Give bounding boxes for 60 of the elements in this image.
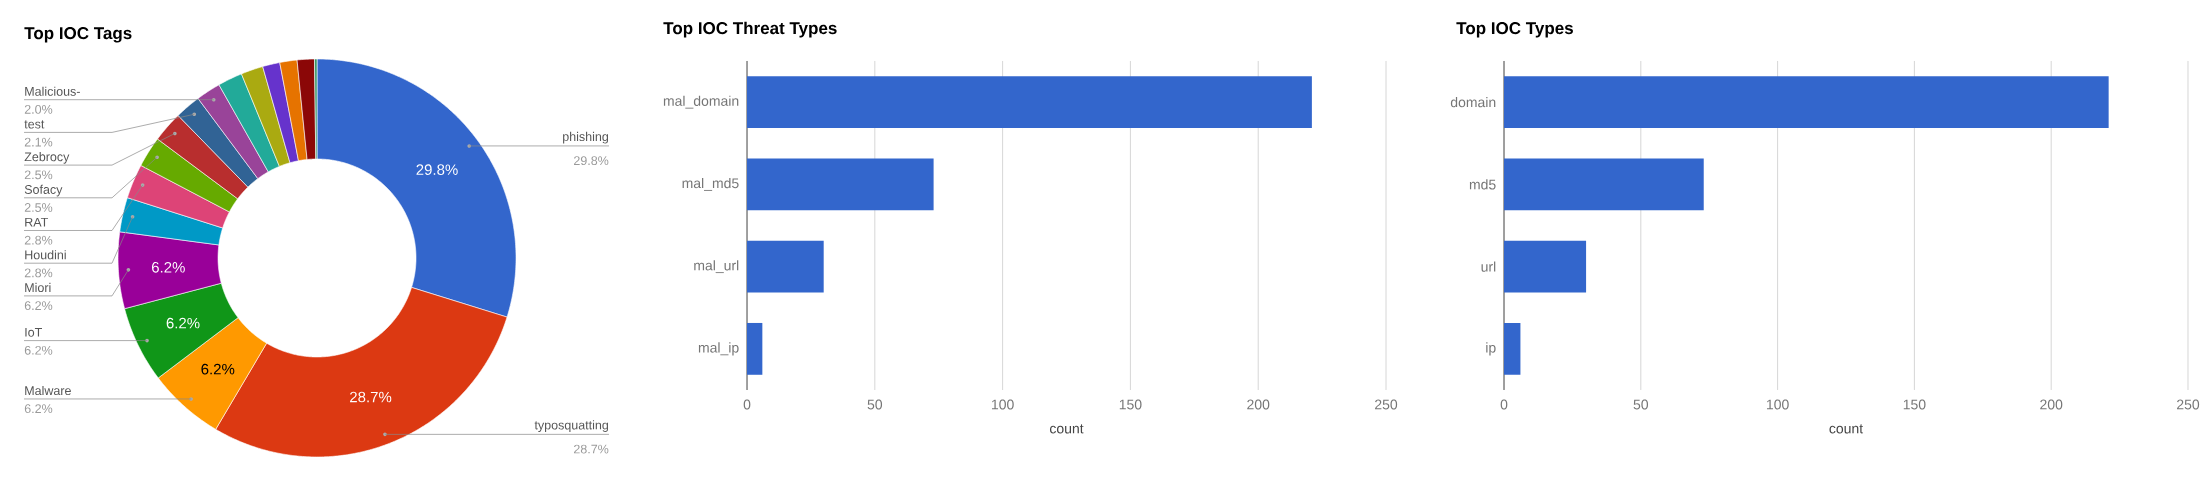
slice-label: phishing (563, 131, 608, 144)
bar (747, 76, 1312, 129)
x-tick-label: 250 (2177, 399, 2200, 410)
text: 29.8% (574, 156, 609, 166)
y-tick-label: md5 (1469, 179, 1496, 190)
slice-label: IoT (25, 328, 42, 337)
x-tick-label: 200 (1247, 399, 1270, 410)
slice-label: Miori (25, 282, 51, 293)
slice-label: typosquatting (534, 420, 609, 432)
text: 6.2% (24, 404, 53, 414)
chart-title: Top IOC Tags (24, 27, 132, 43)
y-tick-label: mal_md5 (682, 177, 739, 191)
bar (747, 158, 934, 211)
x-axis-title: count (1049, 424, 1084, 434)
data-label: 2.8% (24, 268, 53, 278)
data-label: 29.8% (416, 164, 458, 175)
data-label: 2.5% (24, 170, 53, 180)
x-tick-label: 50 (1633, 399, 1649, 410)
slice-label: Sofacy (24, 184, 63, 197)
data-label: 28.7% (350, 391, 392, 403)
x-tick-label: 250 (1375, 399, 1398, 410)
x-tick-label: 50 (867, 399, 883, 410)
y-tick-label: mal_ip (698, 342, 739, 356)
slice-label: Houdini (25, 250, 66, 260)
data-label: 2.8% (24, 235, 53, 245)
text: 6.2% (24, 345, 53, 355)
data-label: 2.1% (24, 137, 53, 147)
y-tick-label: domain (1450, 96, 1496, 108)
slice-label: Malicious- (25, 86, 80, 96)
slice-label: test (24, 120, 45, 129)
y-tick-label: mal_url (694, 260, 739, 274)
text: 6.2% (24, 301, 53, 311)
x-axis-title: count (1829, 424, 1864, 434)
data-label: 6.2% (201, 363, 235, 375)
bar (747, 240, 824, 293)
bar (1504, 158, 1704, 211)
chart-title: Top IOC Threat Types (663, 21, 837, 38)
x-tick-label: 150 (1119, 399, 1142, 410)
data-label: 6.2% (166, 317, 200, 329)
y-tick-label: mal_domain (663, 95, 739, 109)
text: 28.7% (574, 444, 609, 454)
bar (1504, 240, 1587, 293)
x-tick-label: 100 (992, 399, 1014, 410)
x-tick-label: 100 (1766, 399, 1789, 410)
x-tick-label: 0 (1500, 399, 1508, 410)
data-label: 6.2% (151, 262, 185, 273)
bar (1504, 76, 2109, 129)
slice-label: Zebrocy (24, 152, 70, 164)
x-tick-label: 200 (2040, 399, 2063, 410)
data-label: 2.5% (24, 203, 53, 212)
data-label: 2.0% (24, 104, 53, 114)
slice-label: Malware (25, 385, 71, 396)
bar (747, 322, 763, 375)
y-tick-label: ip (1486, 342, 1496, 356)
x-tick-label: 150 (1903, 399, 1926, 410)
x-tick-label: 0 (743, 399, 751, 410)
bar (1504, 322, 1521, 375)
y-tick-label: url (1481, 261, 1496, 272)
chart-title: Top IOC Types (1456, 22, 1573, 38)
slice-label: RAT (25, 217, 49, 227)
